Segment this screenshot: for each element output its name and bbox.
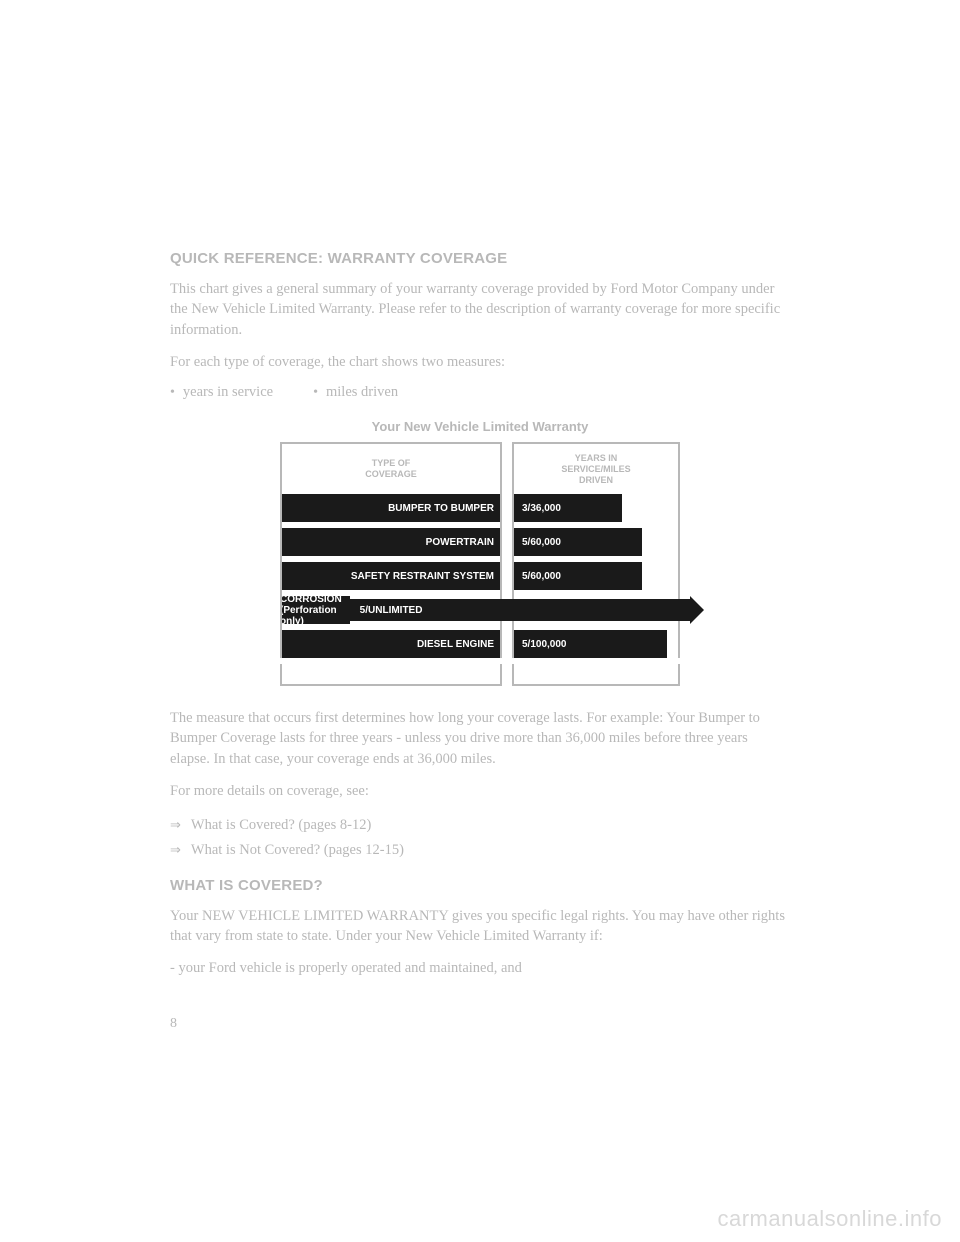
coverage-value-cell: 5/100,000 [512,630,667,658]
reference-list: ⇒ What is Covered? (pages 8-12) ⇒ What i… [170,813,790,862]
ref-text: What is Covered? (pages 8-12) [191,813,371,838]
ref-item-covered: ⇒ What is Covered? (pages 8-12) [170,813,790,838]
chart-row: BUMPER TO BUMPER 3/36,000 [280,494,680,522]
details-intro: For more details on coverage, see: [170,781,790,801]
ref-text: What is Not Covered? (pages 12-15) [191,838,404,863]
measures-intro: For each type of coverage, the chart sho… [170,352,790,372]
chart-row: POWERTRAIN 5/60,000 [280,528,680,556]
explain-paragraph: The measure that occurs first determines… [170,708,790,769]
chart-title: Your New Vehicle Limited Warranty [170,419,790,434]
bullet-dot-icon: • [170,385,175,401]
watermark: carmanualsonline.info [717,1206,942,1232]
header-type-of-coverage: TYPE OF COVERAGE [280,442,502,494]
chart-headers: TYPE OF COVERAGE YEARS IN SERVICE/MILES … [280,442,680,494]
legal-paragraph: Your NEW VEHICLE LIMITED WARRANTY gives … [170,906,790,947]
chart-footer [280,664,680,686]
measures-bullets: • years in service • miles driven [170,384,790,401]
heading-quick-reference: QUICK REFERENCE: WARRANTY COVERAGE [170,250,790,267]
coverage-value-cell: 5/60,000 [512,528,642,556]
coverage-value-cell: 5/60,000 [512,562,642,590]
document-page: QUICK REFERENCE: WARRANTY COVERAGE This … [170,250,790,991]
coverage-type-cell: SAFETY RESTRAINT SYSTEM [280,562,502,590]
intro-paragraph: This chart gives a general summary of yo… [170,279,790,340]
bullet-years: • years in service [170,384,273,401]
chart-row: SAFETY RESTRAINT SYSTEM 5/60,000 [280,562,680,590]
chart-rows: BUMPER TO BUMPER 3/36,000 POWERTRAIN 5/60,0… [280,494,680,658]
bullet-miles: • miles driven [313,384,398,401]
ref-item-not-covered: ⇒ What is Not Covered? (pages 12-15) [170,838,790,863]
coverage-value-cell: 3/36,000 [512,494,622,522]
coverage-type-cell: CORROSION (Perforation only) [280,596,350,624]
bullet-dot-icon: • [313,385,318,401]
header-years-miles: YEARS IN SERVICE/MILES DRIVEN [512,442,680,494]
arrow-right-icon: ⇒ [170,814,181,836]
condition-1: - your Ford vehicle is properly operated… [170,958,790,978]
coverage-type-cell: POWERTRAIN [280,528,502,556]
bullet-text: years in service [183,384,273,401]
chart-row: CORROSION (Perforation only)5/UNLIMITED [280,596,680,624]
arrow-right-icon: ⇒ [170,839,181,861]
coverage-value-arrow: 5/UNLIMITED [350,599,690,621]
heading-what-is-covered: WHAT IS COVERED? [170,877,790,894]
page-number: 8 [170,1016,177,1032]
coverage-type-cell: BUMPER TO BUMPER [280,494,502,522]
chart-row: DIESEL ENGINE 5/100,000 [280,630,680,658]
bullet-text: miles driven [326,384,398,401]
coverage-type-cell: DIESEL ENGINE [280,630,502,658]
warranty-chart: TYPE OF COVERAGE YEARS IN SERVICE/MILES … [280,442,680,686]
